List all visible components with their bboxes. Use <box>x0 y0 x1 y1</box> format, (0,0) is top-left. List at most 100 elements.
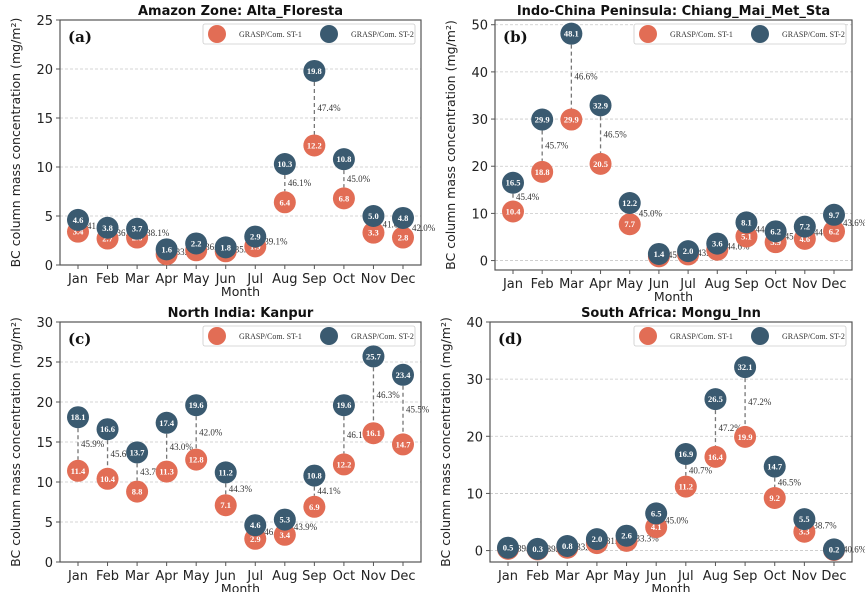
data-label-st2: 16.6 <box>100 424 115 434</box>
point-st2 <box>155 238 178 261</box>
legend: GRASP/Com. ST-1 GRASP/Com. ST-2 <box>633 325 847 347</box>
x-tick-label: Sep <box>734 277 759 292</box>
data-label-st1: 16.1 <box>366 428 381 438</box>
percent-label: 38.7% <box>813 520 837 530</box>
data-label-st2: 5.5 <box>799 514 810 524</box>
point-st1 <box>214 494 237 517</box>
data-label-st2: 4.6 <box>73 215 84 225</box>
data-label-st1: 3.4 <box>280 530 291 540</box>
point-st1 <box>332 187 355 210</box>
y-tick-label: 20 <box>466 430 483 445</box>
point-st1 <box>155 460 178 483</box>
point-st2 <box>155 411 178 434</box>
point-st2 <box>589 94 612 117</box>
data-label-st2: 10.8 <box>336 154 351 164</box>
x-tick-label: Jan <box>502 277 523 292</box>
point-st2 <box>615 524 638 547</box>
percent-label: 44.3% <box>229 484 253 494</box>
point-st1 <box>734 425 757 448</box>
legend-label: GRASP/Com. ST-2 <box>351 30 414 39</box>
data-label-st2: 16.5 <box>506 178 521 188</box>
x-tick-label: Aug <box>272 569 297 584</box>
point-st2 <box>618 192 641 215</box>
point-st1 <box>273 191 296 214</box>
legend-box <box>202 325 416 347</box>
data-label-st2: 2.9 <box>250 232 261 242</box>
legend-marker-st2 <box>751 327 769 345</box>
y-tick-label: 15 <box>36 112 53 127</box>
point-st1 <box>531 160 554 183</box>
data-label-st2: 19.8 <box>307 66 322 76</box>
point-st2 <box>734 356 757 379</box>
legend-label: GRASP/Com. ST-1 <box>239 332 302 341</box>
data-label-st2: 14.7 <box>767 462 783 472</box>
x-tick-label: Nov <box>361 272 387 287</box>
percent-label: 46.1% <box>288 178 312 188</box>
y-tick-label: 40 <box>471 66 488 81</box>
percent-label: 45.7% <box>545 141 569 151</box>
percent-label: 45.0% <box>347 174 371 184</box>
percent-label: 45.0% <box>639 209 663 219</box>
point-st2 <box>126 217 149 240</box>
x-tick-label: Feb <box>531 277 554 292</box>
point-st2 <box>332 148 355 171</box>
data-label-st1: 4.6 <box>800 234 811 244</box>
y-tick-label: 30 <box>471 113 488 128</box>
point-st2 <box>704 388 727 411</box>
data-label-st2: 1.8 <box>220 242 231 252</box>
data-label-st1: 7.1 <box>220 500 231 510</box>
legend-box <box>202 23 416 45</box>
y-axis-label: BC column mass concentration (mg/m²) <box>443 20 458 270</box>
data-label-st1: 8.8 <box>132 487 143 497</box>
data-label-st1: 11.4 <box>71 466 86 476</box>
data-label-st2: 29.9 <box>535 115 550 125</box>
point-st1 <box>502 200 524 223</box>
panel-label: (b) <box>503 28 528 46</box>
data-label-st2: 2.0 <box>683 246 694 256</box>
x-tick-label: Apr <box>155 272 178 287</box>
y-tick-label: 40 <box>466 316 483 331</box>
point-st2 <box>531 108 554 131</box>
point-st2 <box>67 406 89 429</box>
y-tick-label: 50 <box>471 19 488 34</box>
point-st2 <box>332 394 355 417</box>
y-axis-label: BC column mass concentration (mg/m²) <box>438 317 453 567</box>
data-label-st2: 7.2 <box>800 222 811 232</box>
y-tick-label: 20 <box>36 63 53 78</box>
percent-label: 47.2% <box>748 397 772 407</box>
x-tick-label: Apr <box>589 277 612 292</box>
percent-label: 38.1% <box>146 228 170 238</box>
x-tick-label: Oct <box>764 277 786 292</box>
legend-marker-st2 <box>320 327 338 345</box>
point-st2 <box>560 22 583 45</box>
point-st2 <box>244 225 267 248</box>
x-tick-label: May <box>183 272 210 287</box>
percent-label: 43.7% <box>140 467 164 477</box>
data-label-st1: 3.3 <box>368 228 379 238</box>
percent-label: 40.7% <box>689 465 713 475</box>
point-st2 <box>793 508 816 531</box>
x-tick-label: Oct <box>333 569 355 584</box>
x-tick-label: May <box>183 569 210 584</box>
data-label-st2: 10.3 <box>277 159 292 169</box>
y-tick-label: 15 <box>36 436 53 451</box>
point-st1 <box>303 134 326 157</box>
x-axis-label: Month <box>651 581 690 592</box>
point-st2 <box>392 363 414 386</box>
x-tick-label: May <box>613 569 640 584</box>
chart-panel-4: 0 10 20 30 40 Jan Feb Mar Apr May Jun Jul Aug Sep Oct N… <box>438 306 865 592</box>
y-tick-label: 30 <box>36 316 53 331</box>
data-label-st2: 2.0 <box>592 534 603 544</box>
point-st1 <box>303 495 326 518</box>
data-label-st2: 12.2 <box>622 198 637 208</box>
legend-marker-st1 <box>639 327 657 345</box>
x-tick-label: Dec <box>390 272 415 287</box>
legend-marker-st2 <box>320 25 338 43</box>
data-label-st2: 16.9 <box>678 449 693 459</box>
data-label-st1: 18.8 <box>535 167 550 177</box>
data-label-st2: 25.7 <box>366 351 382 361</box>
plot-frame <box>59 19 422 266</box>
point-st2 <box>706 232 729 255</box>
data-label-st2: 0.2 <box>829 544 840 554</box>
y-tick-label: 5 <box>45 516 53 531</box>
